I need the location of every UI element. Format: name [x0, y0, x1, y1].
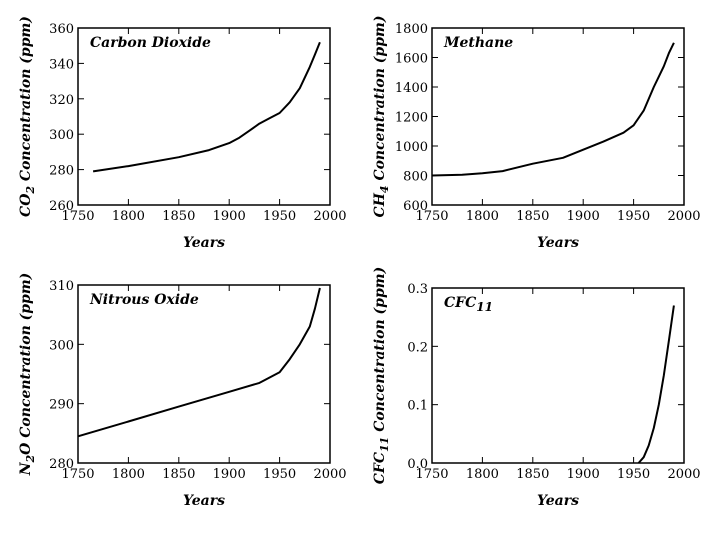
x-tick-label: 2000	[313, 209, 346, 224]
series-line-cfc11	[637, 305, 675, 464]
x-tick-label: 1750	[415, 467, 448, 482]
y-tick-label: 320	[49, 93, 74, 108]
series-line-ch4	[431, 42, 675, 177]
y-tick-label: 600	[403, 199, 428, 214]
x-tick-label: 1750	[61, 209, 94, 224]
y-tick-label: 290	[49, 398, 74, 413]
x-tick-label: 2000	[313, 467, 346, 482]
x-tick-label: 1900	[213, 209, 246, 224]
y-tick-label: 310	[49, 279, 74, 294]
x-tick-label: 1850	[162, 467, 195, 482]
chart-panel-1: 1750 1800 1850 1900 1950 2000 260 280 300 320 340 3…	[18, 16, 347, 251]
x-tick-label: 1950	[263, 209, 296, 224]
y-tick-label: 0.3	[407, 282, 428, 297]
x-tick-label: 1750	[415, 209, 448, 224]
x-tick-label: 1850	[516, 467, 549, 482]
series-line-co2	[92, 41, 321, 173]
panel-title: CFC11	[444, 295, 493, 314]
x-tick-label: 1800	[466, 467, 499, 482]
x-tick-label: 2000	[667, 467, 700, 482]
panel-title: Carbon Dioxide	[90, 35, 211, 51]
x-tick-label: 1800	[112, 467, 145, 482]
x-tick-label: 1800	[466, 209, 499, 224]
y-tick-label: 0.0	[407, 457, 428, 472]
x-axis-label: Years	[537, 493, 579, 509]
plot-frame	[77, 27, 331, 206]
x-tick-label: 1850	[162, 209, 195, 224]
y-tick-label: 280	[49, 457, 74, 472]
y-axis-label: N2O Concentration (ppm)	[18, 273, 37, 477]
plot-frame	[431, 27, 685, 206]
x-tick-label: 1950	[263, 467, 296, 482]
x-tick-label: 1750	[61, 467, 94, 482]
y-tick-label: 280	[49, 164, 74, 179]
x-tick-label: 1850	[516, 209, 549, 224]
x-tick-label: 1900	[567, 209, 600, 224]
chart-panel-4: 1750 1800 1850 1900 1950 2000 0.0 0.1 0.2 0.3 CFC1…	[372, 267, 701, 509]
y-tick-label: 800	[403, 170, 428, 185]
x-tick-label: 1900	[567, 467, 600, 482]
y-tick-label: 1000	[395, 140, 428, 155]
y-axis-label: CFC11 Concentration (ppm)	[372, 267, 391, 484]
panel-title: Nitrous Oxide	[89, 292, 199, 308]
y-tick-label: 0.2	[407, 340, 428, 355]
series-line-n2o	[77, 287, 321, 438]
y-axis-label: CH4 Concentration (ppm)	[372, 16, 391, 218]
y-tick-label: 300	[49, 338, 74, 353]
y-tick-label: 0.1	[407, 399, 428, 414]
plot-frame	[77, 284, 331, 464]
y-tick-label: 1600	[395, 52, 428, 67]
chart-panel-3: 1750 1800 1850 1900 1950 2000 280 290 300 310 Nitr…	[18, 273, 347, 509]
x-axis-label: Years	[537, 235, 579, 251]
y-tick-label: 300	[49, 128, 74, 143]
x-tick-label: 2000	[667, 209, 700, 224]
panel-title: Methane	[443, 35, 513, 51]
chart-panel-2: 1750 1800 1850 1900 1950 2000 600 800 1000 1200 14…	[372, 16, 701, 251]
y-tick-label: 1400	[395, 81, 428, 96]
y-tick-label: 1200	[395, 111, 428, 126]
y-tick-label: 260	[49, 199, 74, 214]
x-tick-label: 1950	[617, 467, 650, 482]
y-axis-label: CO2 Concentration (ppm)	[18, 16, 37, 217]
y-tick-label: 1800	[395, 22, 428, 37]
plot-frame	[431, 287, 685, 464]
x-tick-label: 1950	[617, 209, 650, 224]
x-axis-label: Years	[183, 493, 225, 509]
x-tick-label: 1900	[213, 467, 246, 482]
y-tick-label: 360	[49, 22, 74, 37]
x-axis-label: Years	[183, 235, 225, 251]
x-tick-label: 1800	[112, 209, 145, 224]
y-tick-label: 340	[49, 57, 74, 72]
